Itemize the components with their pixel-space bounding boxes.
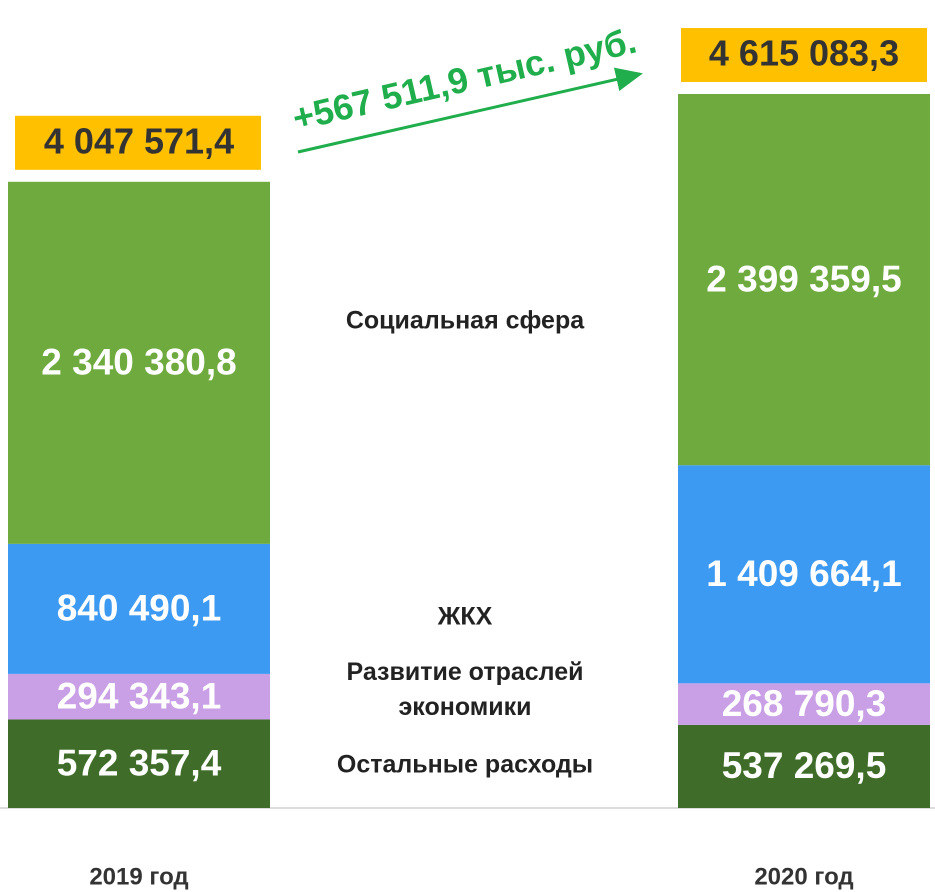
total-label: 4 047 571,4 bbox=[44, 120, 234, 161]
data-label: 294 343,1 bbox=[57, 675, 222, 716]
series-name: Развитие отраслей экономики bbox=[346, 658, 584, 722]
total-box bbox=[15, 115, 261, 170]
bar-segment bbox=[678, 465, 930, 684]
series-name: ЖКХ bbox=[437, 602, 493, 631]
growth-arrow bbox=[297, 67, 643, 154]
bar-segment bbox=[8, 543, 270, 674]
bar-segment bbox=[8, 719, 270, 808]
x-tick-label: 2019 год bbox=[89, 863, 188, 890]
bar-segment bbox=[678, 724, 930, 808]
data-label: 2 399 359,5 bbox=[706, 258, 901, 299]
data-label: 572 357,4 bbox=[57, 743, 222, 784]
series-name: Остальные расходы bbox=[336, 750, 594, 779]
data-label: 1 409 664,1 bbox=[706, 553, 901, 594]
total-box bbox=[681, 27, 927, 82]
total-label: 4 615 083,3 bbox=[709, 33, 899, 74]
bar-segment bbox=[678, 93, 930, 466]
data-label: 268 790,3 bbox=[722, 683, 887, 724]
data-label: 2 340 380,8 bbox=[41, 342, 236, 383]
data-label: 840 490,1 bbox=[57, 588, 222, 629]
bar-segment bbox=[678, 683, 930, 725]
bar-segment bbox=[8, 181, 270, 544]
data-label: 537 269,5 bbox=[722, 745, 887, 786]
series-name: Социальная сфера bbox=[345, 306, 585, 335]
x-tick-label: 2020 год bbox=[754, 863, 853, 890]
bar-segment bbox=[8, 673, 270, 720]
annotation: +567 511,9 тыс. руб. bbox=[289, 20, 641, 139]
